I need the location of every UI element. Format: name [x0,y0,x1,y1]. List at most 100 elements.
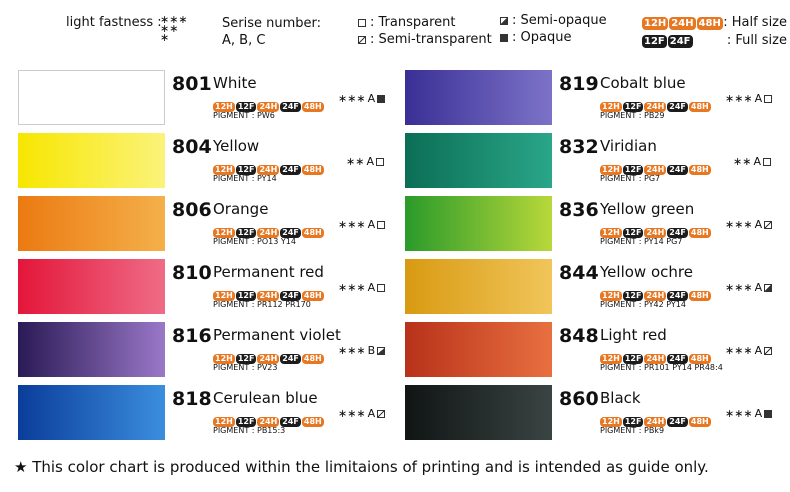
badge: 24F [667,291,688,301]
rating: ∗∗ A [338,155,384,168]
series: A [754,281,763,294]
pigment: PIGMENT : PO13 Y14 [213,237,296,246]
badge: 12H [600,165,622,175]
badge-row: 12H 12F 24H 24F 48H [213,283,325,302]
color-number: 844 [559,262,599,284]
badge: 12F [235,102,257,112]
swatch [405,70,552,125]
opacity-icon [500,33,508,42]
badge: 48H [688,291,711,301]
badge: 12H [213,165,235,175]
badge: 48H [696,17,723,30]
size-entry: 12F 24F: Full size [642,33,787,48]
swatch [18,133,165,188]
badge-row: 12H 12F 24H 24F 48H [600,346,712,365]
series: A [367,281,376,294]
badge-row: 12H 12F 24H 24F 48H [600,94,712,113]
color-number: 836 [559,199,599,221]
opacity-icon [764,95,773,103]
opacity-icon [377,347,386,355]
color-number: 860 [559,388,599,410]
badge: 12F [622,228,644,238]
stars: ∗∗∗ [725,92,753,105]
badge-row: 12H 12F 24H 24F 48H [213,157,325,176]
rating: ∗∗∗ B [338,344,386,357]
badge: 12H [213,354,235,364]
color-number: 801 [172,73,212,95]
badge: 48H [301,102,324,112]
badge: 24F [667,417,688,427]
color-name: Viridian [600,137,657,155]
opacity-icon [377,410,386,418]
badge: 24F [280,291,301,301]
stars: ∗∗∗ [160,13,188,26]
badge: 48H [688,165,711,175]
opacity-icon [358,35,366,44]
badge: 12H [600,417,622,427]
pigment: PIGMENT : PY14 PG7 [600,237,683,246]
stars-legend: ∗∗∗ ∗∗ ∗ [160,13,188,43]
badge: 24F [280,417,301,427]
swatch [405,196,552,251]
badge: 24F [667,102,688,112]
series: A [366,155,374,168]
badge: 24F [667,354,688,364]
color-name: Yellow ochre [600,263,693,281]
stars: ∗∗∗ [725,218,753,231]
rating: ∗∗∗ A [338,281,386,294]
badge: 24F [667,165,688,175]
color-name: Permanent violet [213,326,341,344]
badge: 48H [301,228,324,238]
rating: ∗∗∗ A [725,218,773,231]
swatch [18,196,165,251]
swatch [18,385,165,440]
opacity-icon [377,284,386,292]
badge: 12F [235,228,257,238]
rating: ∗∗∗ A [338,407,386,420]
color-number: 832 [559,136,599,158]
size-label: : Half size [723,15,787,30]
badge: 12F [622,417,644,427]
pigment: PIGMENT : PG7 [600,174,661,183]
swatch [405,259,552,314]
series: A [367,218,376,231]
pigment: PIGMENT : PY14 [213,174,277,183]
series-label: Serise number: [222,16,321,31]
opacity-icon [376,158,384,166]
stars: ∗∗∗ [338,92,366,105]
opacity-icon [377,221,386,229]
stars: ∗∗∗ [725,281,753,294]
series-values: A, B, C [222,33,266,48]
badge: 24H [257,417,280,427]
badge: 24F [280,102,301,112]
swatch [405,385,552,440]
badge: 12H [600,291,622,301]
swatch [18,322,165,377]
badge: 24H [257,291,280,301]
series: A [754,344,763,357]
badge-row: 12H 12F 24H 24F 48H [600,157,712,176]
badge-row: 12H 12F 24H 24F 48H [600,283,712,302]
opacity-label: : Opaque [512,30,572,45]
rating: ∗∗∗ A [725,344,773,357]
stars: ∗∗∗ [338,281,366,294]
size-label: : Full size [726,33,787,48]
color-name: Cerulean blue [213,389,318,407]
badge-row: 12H 12F 24H 24F 48H [600,220,712,239]
color-number: 804 [172,136,212,158]
badge: 12H [213,417,235,427]
badge-row: 12H 12F 24H 24F 48H [213,220,325,239]
badge: 24H [644,354,667,364]
badge: 24H [257,354,280,364]
badge: 12F [622,291,644,301]
color-name: Permanent red [213,263,324,281]
opacity-entry: : Semi-opaque [500,13,607,28]
opacity-entry: : Opaque [500,30,571,45]
badge: 12F [235,291,257,301]
series: A [754,92,763,105]
stars: ∗∗ [346,155,365,168]
opacity-icon [763,158,771,166]
badge: 24H [644,417,667,427]
badge: 48H [301,354,324,364]
